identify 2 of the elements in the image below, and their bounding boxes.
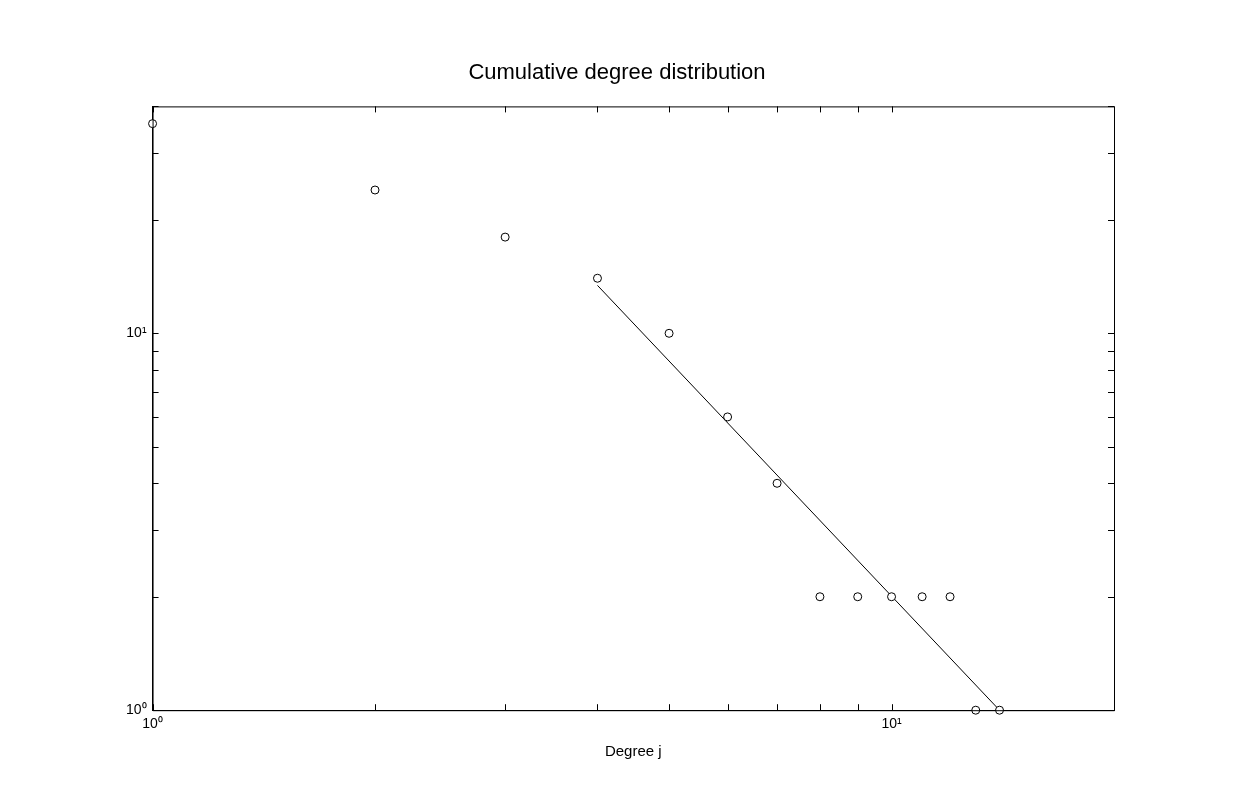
x-axis-title: Degree j	[604, 742, 662, 760]
chart-title: Cumulative degree distribution	[468, 59, 766, 85]
